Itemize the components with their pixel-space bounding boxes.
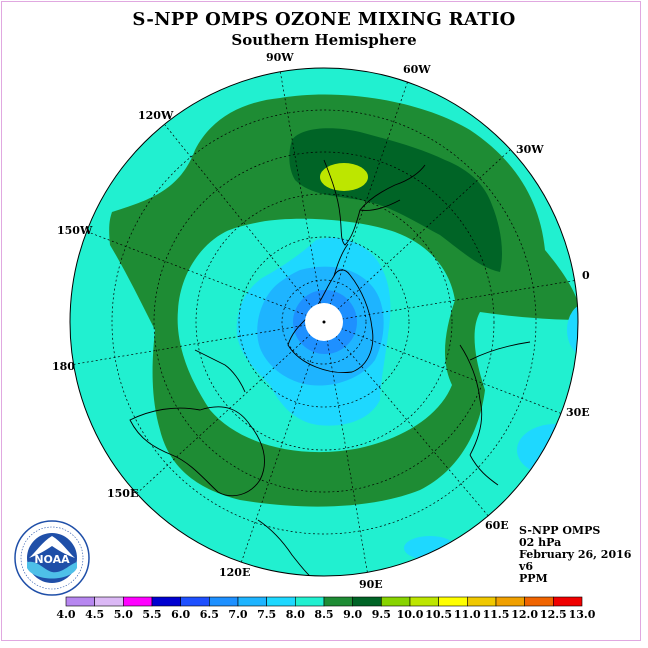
graticule [70,69,578,576]
page-border [1,1,641,641]
lon-label-120w: 120W [138,109,174,122]
info-pressure: 02 hPa [519,536,562,549]
lon-label-90e: 90E [359,578,383,591]
colorbar-tick-label: 10.5 [425,608,453,621]
colorbar-tick-label: 4.5 [85,608,105,621]
lon-label-60e: 60E [485,519,509,532]
south-pole-dot [322,320,326,324]
lon-label-120e: 120E [219,566,251,579]
info-block: S-NPP OMPS 02 hPa February 26, 2016 v6 P… [519,525,631,585]
colorbar-tick-label: 11.0 [453,608,481,621]
map-outline [69,67,579,577]
colorbar-tick-label: 7.5 [257,608,277,621]
colorbar-tick-label: 11.5 [482,608,510,621]
lon-label-60w: 60W [403,63,431,76]
lon-label-150w: 150W [57,224,93,237]
colorbar-tick-label: 8.0 [285,608,305,621]
info-instrument: S-NPP OMPS [519,524,601,537]
map-subtitle: Southern Hemisphere [231,31,417,49]
edge-patch-east [567,304,578,356]
lon-label-90w: 90W [266,51,294,64]
colorbar-tick-label: 12.5 [539,608,567,621]
noaa-logo: NOAA [14,520,90,596]
contour-9-5-patch [320,163,368,191]
colorbar-tick-label: 5.5 [142,608,162,621]
colorbar-tick-label: 10.0 [396,608,424,621]
lon-label-180: 180 [52,360,75,373]
colorbar-tick-label: 13.0 [568,608,596,621]
lon-label-30w: 30W [516,143,544,156]
colorbar-tick-label: 5.0 [113,608,133,621]
lon-label-150e: 150E [107,487,139,500]
map-title: S-NPP OMPS OZONE MIXING RATIO [132,9,516,30]
noaa-logo-text: NOAA [34,553,70,566]
lon-label-30e: 30E [566,406,590,419]
info-units: PPM [519,572,548,585]
colorbar-tick-label: 6.5 [199,608,219,621]
info-date: February 26, 2016 [519,548,632,561]
colorbar-tick-label: 12.0 [511,608,539,621]
colorbar-tick-label: 8.5 [314,608,334,621]
lon-label-0: 0 [582,269,590,282]
edge-patch-southeast [517,424,578,476]
info-version: v6 [519,560,534,573]
colorbar-tick-label: 6.0 [171,608,191,621]
edge-patch-south [404,536,456,560]
colorbar-tick-label: 9.0 [343,608,363,621]
colorbar-tick-label: 4.0 [56,608,76,621]
colorbar-tick-label: 7.0 [228,608,248,621]
colorbar-tick-label: 9.5 [371,608,391,621]
